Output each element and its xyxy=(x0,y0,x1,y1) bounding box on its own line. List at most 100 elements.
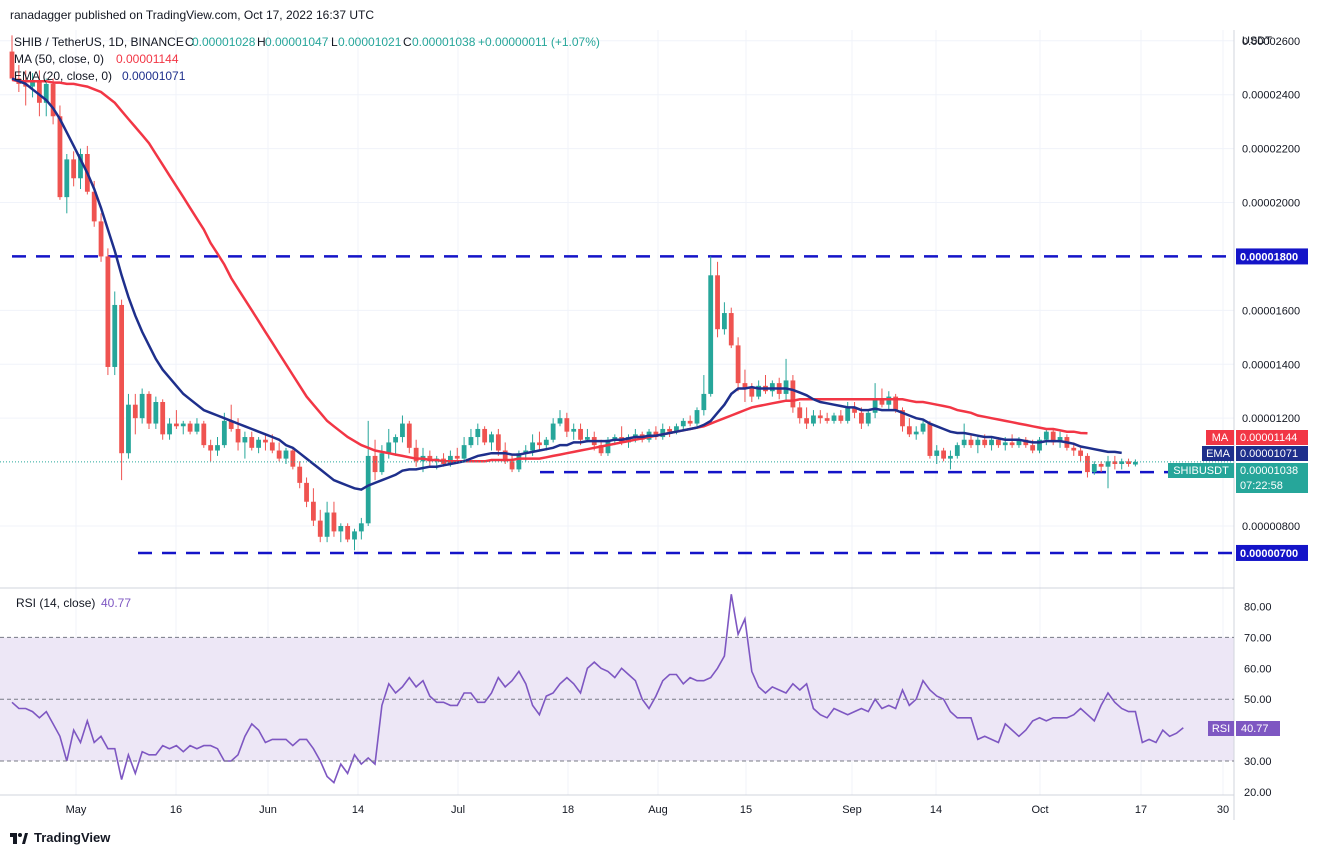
ma-badge: MA 0.00001144 xyxy=(1206,430,1308,445)
candle-body xyxy=(865,412,871,424)
price-axis-ticks: 0.00002600 0.00002400 0.00002200 0.00002000… xyxy=(1242,36,1300,533)
candle-body xyxy=(1085,455,1090,473)
candle-body xyxy=(379,453,385,473)
candle-body xyxy=(530,442,535,451)
candle-body xyxy=(249,437,255,448)
candle-body xyxy=(756,385,762,397)
time-tick-label: 18 xyxy=(562,804,574,816)
open-key: O xyxy=(185,35,194,49)
candle-body xyxy=(112,304,118,367)
candle-body xyxy=(91,191,97,222)
candle-body xyxy=(461,445,467,459)
candle-body xyxy=(598,445,604,454)
candle-body xyxy=(1050,431,1056,443)
candle-body xyxy=(9,51,15,79)
candle-body xyxy=(475,428,481,438)
time-tick-label: 15 xyxy=(740,804,752,816)
candle-body xyxy=(1023,439,1029,446)
candle-body xyxy=(626,437,631,443)
time-tick-label: May xyxy=(66,804,87,816)
candle-body xyxy=(256,439,261,448)
rsi-tick-label: 20.00 xyxy=(1244,787,1272,799)
candle-body xyxy=(71,159,77,179)
candle-body xyxy=(324,512,330,537)
candle-body xyxy=(406,423,412,448)
candle-body xyxy=(146,393,152,424)
candle-body xyxy=(708,275,714,394)
candle-body xyxy=(893,396,899,411)
candle-body xyxy=(57,116,63,198)
candle-body xyxy=(852,407,857,413)
candle-body xyxy=(674,426,679,432)
candle-body xyxy=(728,313,734,346)
candle-body xyxy=(989,439,994,446)
candle-body xyxy=(37,81,42,103)
candle-body xyxy=(941,450,946,459)
candle-body xyxy=(571,428,577,432)
candle-body xyxy=(1105,461,1111,467)
candle-body xyxy=(605,439,611,454)
candle-body xyxy=(345,526,351,540)
candle-body xyxy=(769,383,775,392)
candle-body xyxy=(968,439,974,446)
ma-legend-value: 0.00001144 xyxy=(116,52,179,66)
candle-body xyxy=(537,442,542,446)
tradingview-logo[interactable]: TradingView xyxy=(10,830,110,845)
ema-20-line xyxy=(11,77,1122,491)
candle-body xyxy=(543,439,549,446)
tradingview-logo-text: TradingView xyxy=(34,830,111,845)
candle-body xyxy=(982,439,988,446)
price-tick-label: 0.00001200 xyxy=(1242,413,1300,425)
candle-body xyxy=(160,402,166,435)
candle-body xyxy=(372,455,378,473)
ema-badge-value: 0.00001071 xyxy=(1240,448,1298,460)
level-badge-value: 0.00000700 xyxy=(1240,548,1298,560)
candle-body xyxy=(845,407,851,421)
candles xyxy=(9,35,1138,551)
ma-50-line xyxy=(11,78,1088,463)
candle-body xyxy=(1119,461,1125,464)
rsi-tick-label: 80.00 xyxy=(1244,602,1272,614)
candle-body xyxy=(338,526,344,532)
candle-body xyxy=(30,81,35,87)
rsi-badge-tag: RSI xyxy=(1212,723,1230,735)
candle-body xyxy=(934,450,940,456)
candle-body xyxy=(660,428,666,438)
published-by-line: ranadagger published on TradingView.com,… xyxy=(10,8,375,22)
price-tick-label: 0.00001600 xyxy=(1242,305,1300,317)
price-tick-label: 0.00002200 xyxy=(1242,144,1300,156)
candle-body xyxy=(215,445,220,451)
candle-body xyxy=(119,304,124,454)
candle-body xyxy=(996,439,1001,446)
candle-body xyxy=(167,423,172,435)
level-badge-bg xyxy=(1236,544,1308,561)
candle-body xyxy=(701,393,707,411)
level-badge-bg xyxy=(1236,248,1308,265)
candle-body xyxy=(448,455,453,464)
candle-body xyxy=(283,450,289,459)
candle-body xyxy=(365,455,371,524)
price-axis-currency: USDT xyxy=(1242,35,1272,47)
candle-body xyxy=(393,437,398,443)
candle-body xyxy=(790,380,796,408)
rsi-tick-label: 60.00 xyxy=(1244,663,1272,675)
open-value: 0.00001028 xyxy=(192,35,256,49)
candle-body xyxy=(297,466,303,483)
candle-body xyxy=(680,420,686,427)
candle-body xyxy=(1098,464,1104,467)
ema-legend-label: EMA (20, close, 0) xyxy=(14,69,112,83)
candle-body xyxy=(78,154,83,179)
low-key: L xyxy=(331,35,338,49)
rsi-badge: RSI 40.77 xyxy=(1208,721,1280,736)
rsi-legend-label: RSI (14, close) xyxy=(16,596,95,610)
candle-body xyxy=(1002,442,1008,446)
candle-body xyxy=(783,380,789,394)
time-tick-label: Jun xyxy=(259,804,277,816)
candle-body xyxy=(126,404,131,454)
ma-badge-tag: MA xyxy=(1212,432,1229,444)
candle-body xyxy=(454,455,460,459)
candle-body xyxy=(427,455,433,462)
candle-body xyxy=(817,415,823,419)
